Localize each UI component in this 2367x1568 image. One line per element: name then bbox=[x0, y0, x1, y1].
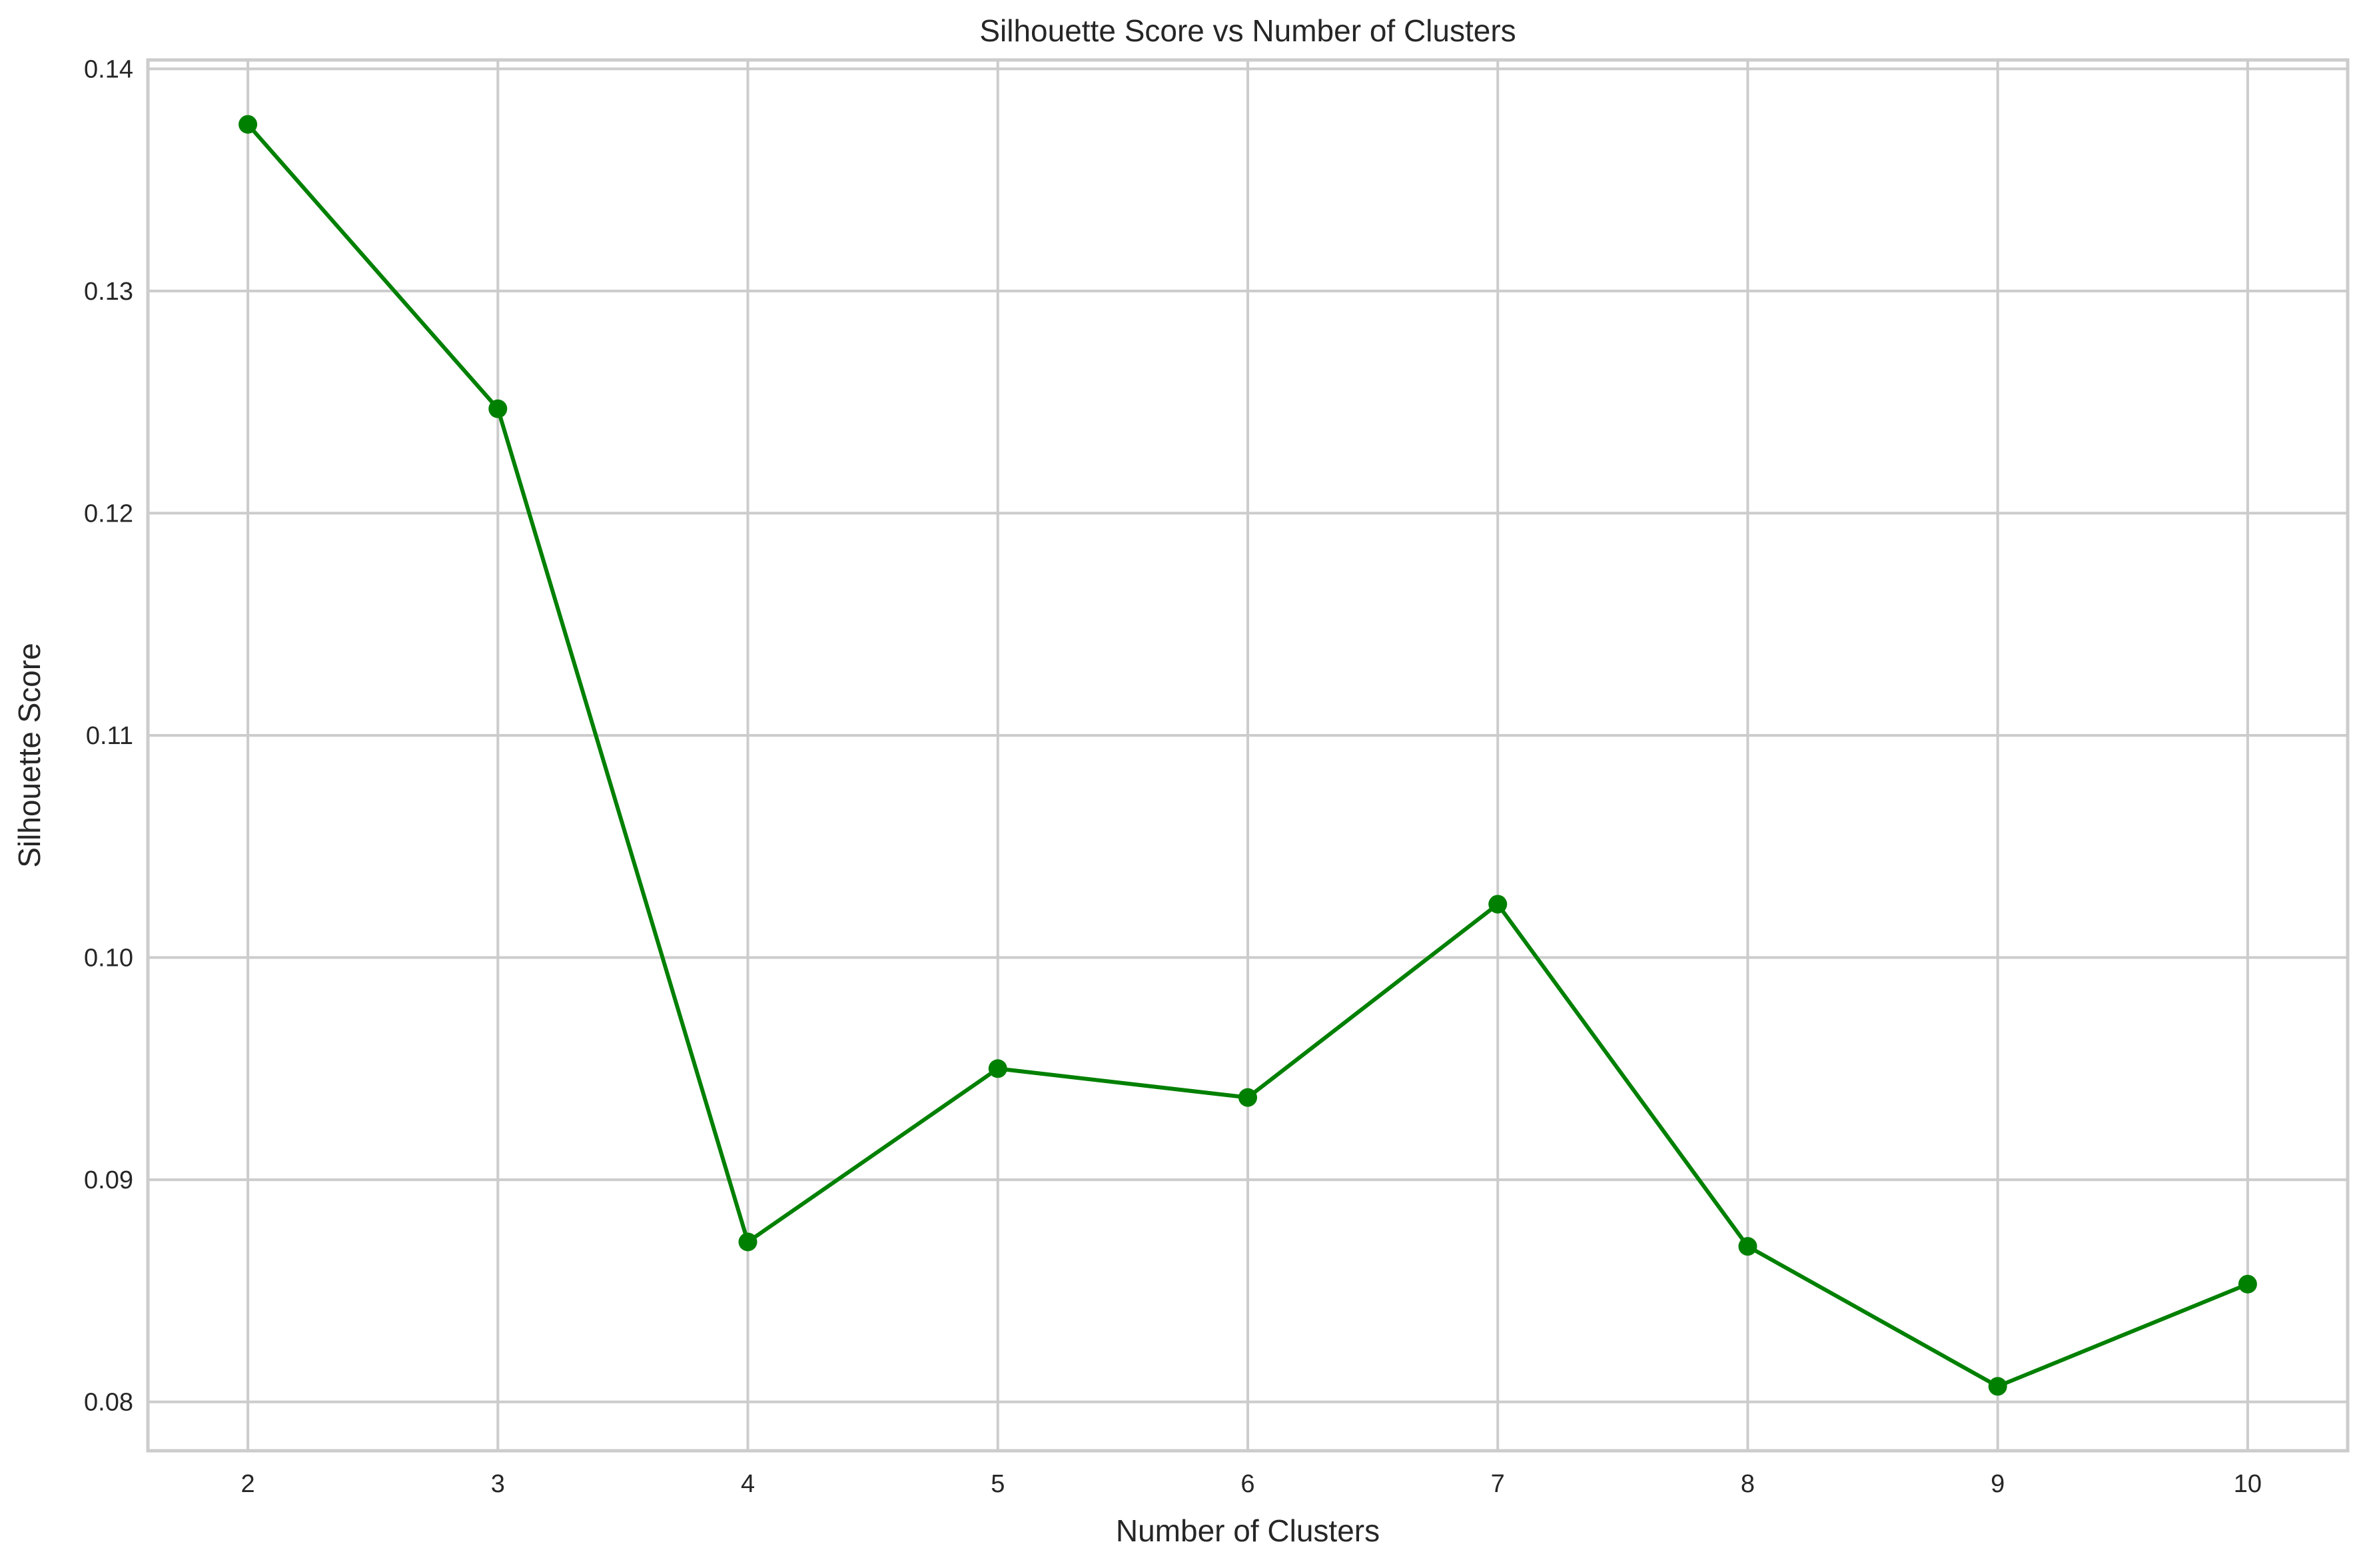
y-axis-label: Silhouette Score bbox=[12, 643, 47, 868]
y-tick-label: 0.12 bbox=[84, 500, 133, 528]
y-tick-label: 0.09 bbox=[84, 1166, 133, 1194]
data-point bbox=[988, 1059, 1007, 1078]
grid bbox=[148, 60, 2348, 1451]
x-tick-label: 5 bbox=[991, 1470, 1005, 1498]
x-tick-label: 8 bbox=[1741, 1470, 1755, 1498]
x-tick-label: 9 bbox=[1991, 1470, 2005, 1498]
y-tick-label: 0.10 bbox=[84, 945, 133, 973]
data-point bbox=[2238, 1274, 2257, 1294]
data-point bbox=[488, 399, 508, 418]
x-tick-label: 4 bbox=[741, 1470, 755, 1498]
plot-frame bbox=[146, 58, 2350, 1453]
data-point bbox=[1488, 895, 1508, 914]
data-point bbox=[1738, 1237, 1757, 1256]
data-point bbox=[738, 1232, 757, 1252]
y-tick-label: 0.13 bbox=[84, 278, 133, 306]
x-axis-label: Number of Clusters bbox=[1116, 1513, 1380, 1548]
tick-labels: 2 3 4 5 6 7 8 9 10 0.08 0.09 0.10 0.11 0.12 0.13 0.14 bbox=[84, 55, 2262, 1498]
x-tick-label: 7 bbox=[1491, 1470, 1505, 1498]
chart-title: Silhouette Score vs Number of Clusters bbox=[979, 13, 1516, 48]
y-tick-label: 0.14 bbox=[84, 55, 133, 83]
x-tick-label: 6 bbox=[1240, 1470, 1254, 1498]
y-tick-label: 0.11 bbox=[86, 722, 133, 750]
y-tick-label: 0.08 bbox=[84, 1389, 133, 1417]
x-tick-label: 10 bbox=[2234, 1470, 2262, 1498]
series-layer bbox=[238, 115, 2257, 1396]
data-point bbox=[238, 115, 258, 134]
x-tick-label: 3 bbox=[491, 1470, 505, 1498]
x-tick-label: 2 bbox=[241, 1470, 255, 1498]
data-point bbox=[1988, 1377, 2007, 1396]
data-point bbox=[1238, 1088, 1257, 1107]
